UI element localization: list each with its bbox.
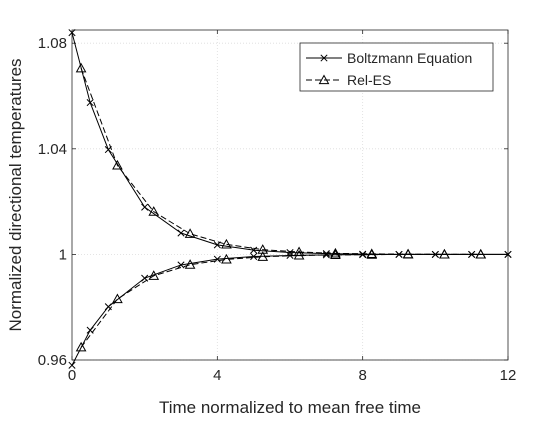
triangle-marker — [148, 206, 160, 216]
x-marker — [86, 99, 94, 107]
x-marker — [504, 250, 512, 258]
triangle-marker — [402, 248, 414, 259]
axis-ticks: 0 4 8 12 0.96 1 1.04 1.08 — [38, 30, 517, 384]
triangle-marker — [330, 247, 341, 258]
triangle-marker — [257, 251, 269, 261]
x-marker — [286, 251, 294, 260]
series-line-lower — [71, 253, 508, 366]
x-marker — [141, 203, 149, 211]
x-marker — [359, 251, 367, 259]
y-tick-label: 0.96 — [38, 352, 67, 369]
x-marker — [177, 261, 185, 269]
y-tick-label: 1 — [59, 246, 67, 263]
series-line-lower — [80, 253, 481, 348]
x-marker — [320, 54, 328, 62]
triangle-marker — [318, 74, 330, 85]
x-tick-label: 0 — [68, 367, 76, 384]
x-tick-label: 8 — [358, 367, 366, 384]
triangle-marker — [221, 253, 232, 264]
legend: Boltzmann Equation Rel-ES — [299, 42, 494, 92]
series-lines — [68, 29, 512, 369]
series-rel-es — [75, 62, 487, 352]
legend-entry-rel-es: Rel-ES — [306, 72, 391, 88]
x-marker — [286, 248, 294, 257]
y-tick-label: 1.04 — [38, 141, 67, 158]
x-tick-label: 4 — [213, 367, 221, 384]
x-marker — [68, 29, 76, 37]
x-tick-label: 12 — [500, 367, 517, 384]
triangle-marker — [475, 248, 487, 259]
triangle-marker — [112, 293, 123, 304]
triangle-marker — [293, 246, 305, 257]
triangle-marker — [75, 341, 87, 352]
series-line-upper — [80, 68, 481, 255]
triangle-marker — [184, 228, 196, 238]
legend-box — [299, 42, 494, 92]
y-tick-label: 1.08 — [38, 35, 67, 52]
x-marker — [250, 246, 258, 254]
x-marker — [177, 229, 185, 237]
plot-area-frame — [71, 29, 509, 361]
x-axis-label: Time normalized to mean free time — [159, 398, 421, 417]
triangle-marker — [75, 62, 87, 73]
legend-marker-x — [320, 54, 328, 62]
triangle-marker — [221, 238, 232, 249]
triangle-marker — [148, 270, 160, 280]
legend-marker-triangle — [318, 74, 330, 85]
triangle-marker — [366, 249, 378, 259]
triangle-marker — [112, 159, 123, 170]
y-axis-label: Normalized directional temperatures — [6, 58, 25, 331]
x-marker — [322, 250, 330, 258]
x-marker — [68, 361, 76, 369]
x-marker — [250, 252, 258, 261]
triangle-marker — [439, 248, 450, 259]
legend-label-rel-es: Rel-ES — [347, 72, 391, 88]
legend-label-boltzmann: Boltzmann Equation — [347, 50, 472, 66]
triangle-marker — [293, 249, 305, 260]
legend-entry-boltzmann: Boltzmann Equation — [306, 50, 472, 66]
triangle-marker — [330, 249, 341, 260]
triangle-marker — [184, 259, 196, 269]
